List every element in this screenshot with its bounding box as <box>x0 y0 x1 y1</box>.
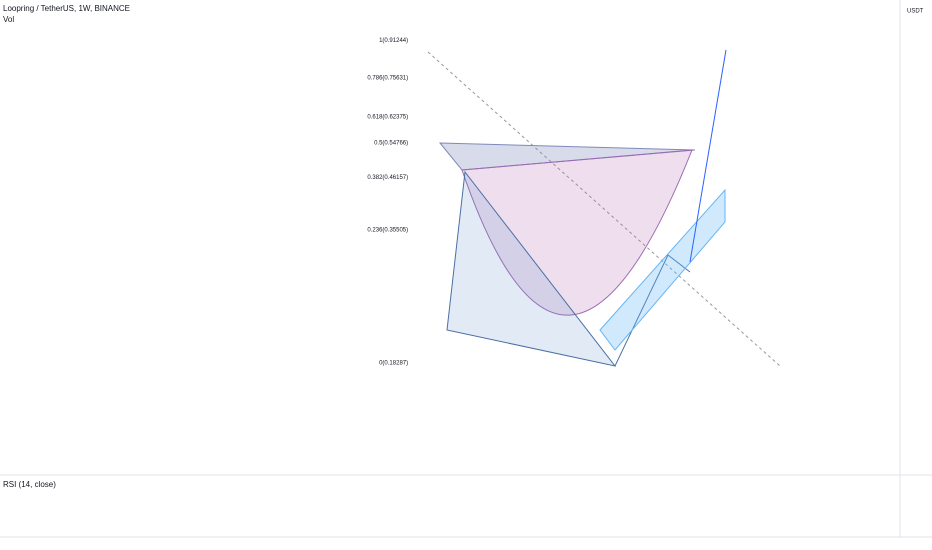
rsi-title: RSI (14, close) <box>3 480 56 489</box>
fib-label: 1(0.91244) <box>379 38 408 44</box>
cup <box>461 149 693 316</box>
trend-line <box>427 51 781 367</box>
fib-label: 0(0.18287) <box>379 361 408 367</box>
fib-label: 0.786(0.75631) <box>367 76 408 82</box>
fib-label: 0.5(0.54766) <box>374 140 408 146</box>
volume-label: Vol <box>3 15 14 24</box>
projection-line <box>689 49 727 263</box>
fib-label: 0.236(0.35505) <box>367 227 408 233</box>
fib-label: 0.618(0.62375) <box>367 114 408 120</box>
chart-title: Loopring / TetherUS, 1W, BINANCE <box>3 4 130 13</box>
shoulder-head-triangle <box>446 170 617 367</box>
pattern-drawings <box>427 49 781 367</box>
rising-channel <box>599 188 726 351</box>
fib-label: 0.382(0.46157) <box>367 175 408 181</box>
fib-layer: 1(0.91244) 0.786(0.75631) 0.618(0.62375) 0.… <box>367 38 408 367</box>
unit-label: USDT <box>907 9 924 15</box>
